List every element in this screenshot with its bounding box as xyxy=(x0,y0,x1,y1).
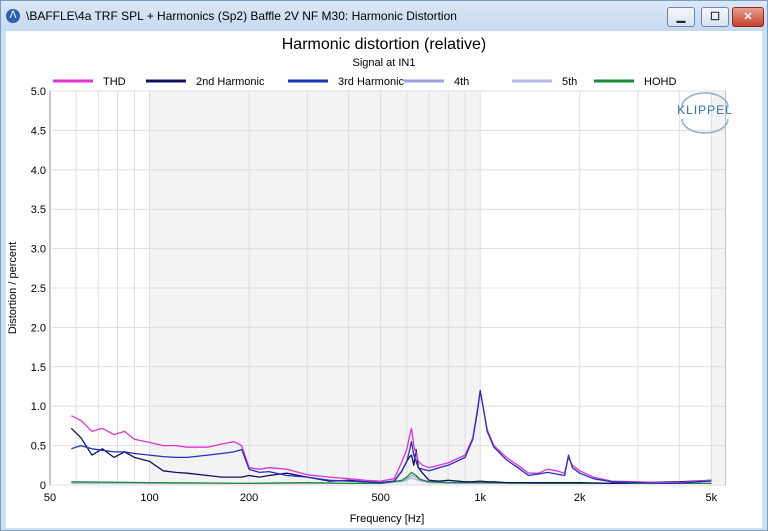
minimize-button[interactable]: ▁ xyxy=(667,7,695,27)
close-icon: ✕ xyxy=(743,11,753,23)
maximize-icon: ☐ xyxy=(710,11,720,23)
series-lines xyxy=(70,389,712,485)
legend-label: 2nd Harmonic xyxy=(196,76,265,88)
legend-label: HOHD xyxy=(644,76,676,88)
y-tick-label: 1.0 xyxy=(31,401,46,413)
x-tick-label: 100 xyxy=(140,492,158,504)
logo-text: KLIPPEL xyxy=(677,103,733,117)
legend: THD 2nd Harmonic 3rd Harmonic 4th 5th HOHD xyxy=(53,76,676,88)
y-tick-label: 5.0 xyxy=(31,86,46,98)
maximize-button[interactable]: ☐ xyxy=(701,7,729,27)
x-tick-label: 200 xyxy=(240,492,258,504)
y-tick-label: 3.5 xyxy=(31,204,46,216)
legend-label: 5th xyxy=(562,76,577,88)
y-tick-label: 4.0 xyxy=(31,165,46,177)
y-tick-label: 3.0 xyxy=(31,244,46,256)
klippel-logo: KLIPPEL xyxy=(677,92,733,134)
logo-arc xyxy=(681,92,729,108)
x-tick-label: 500 xyxy=(371,492,389,504)
klippel-icon[interactable]: ᐱ xyxy=(6,9,20,23)
y-axis-ticks: 0 0.5 1.0 1.5 2.0 2.5 3.0 3.5 4.0 4.5 5.0 xyxy=(31,86,46,492)
x-tick-label: 2k xyxy=(574,492,586,504)
chart-panel: Harmonic distortion (relative) Signal at… xyxy=(6,31,762,528)
legend-label: THD xyxy=(103,76,126,88)
chart-subtitle: Signal at IN1 xyxy=(353,57,416,69)
x-tick-label: 5k xyxy=(706,492,718,504)
y-tick-label: 2.0 xyxy=(31,322,46,334)
y-tick-label: 0.5 xyxy=(31,441,46,453)
window-title: \BAFFLE\4a TRF SPL + Harmonics (Sp2) Baf… xyxy=(26,9,457,23)
y-tick-label: 2.5 xyxy=(31,283,46,295)
grid xyxy=(50,90,725,486)
series-line-hohd xyxy=(71,471,712,485)
y-tick-label: 1.5 xyxy=(31,362,46,374)
x-tick-label: 50 xyxy=(44,492,56,504)
series-line-3rd-harmonic xyxy=(71,389,712,485)
logo-arc-lower xyxy=(681,118,729,134)
x-axis-ticks: 50 100 200 500 1k 2k 5k xyxy=(44,492,718,504)
x-axis-label: Frequency [Hz] xyxy=(350,513,425,525)
x-tick-label: 1k xyxy=(474,492,486,504)
y-tick-label: 0 xyxy=(40,480,46,492)
minimize-icon: ▁ xyxy=(676,11,686,23)
legend-label: 3rd Harmonic xyxy=(338,76,405,88)
harmonic-distortion-chart: Harmonic distortion (relative) Signal at… xyxy=(7,36,733,525)
legend-label: 4th xyxy=(454,76,469,88)
y-tick-label: 4.5 xyxy=(31,125,46,137)
close-button[interactable]: ✕ xyxy=(732,7,764,27)
title-bar[interactable]: ᐱ \BAFFLE\4a TRF SPL + Harmonics (Sp2) B… xyxy=(1,1,767,31)
chart-title: Harmonic distortion (relative) xyxy=(282,36,487,53)
y-axis-label: Distortion / percent xyxy=(7,242,19,334)
